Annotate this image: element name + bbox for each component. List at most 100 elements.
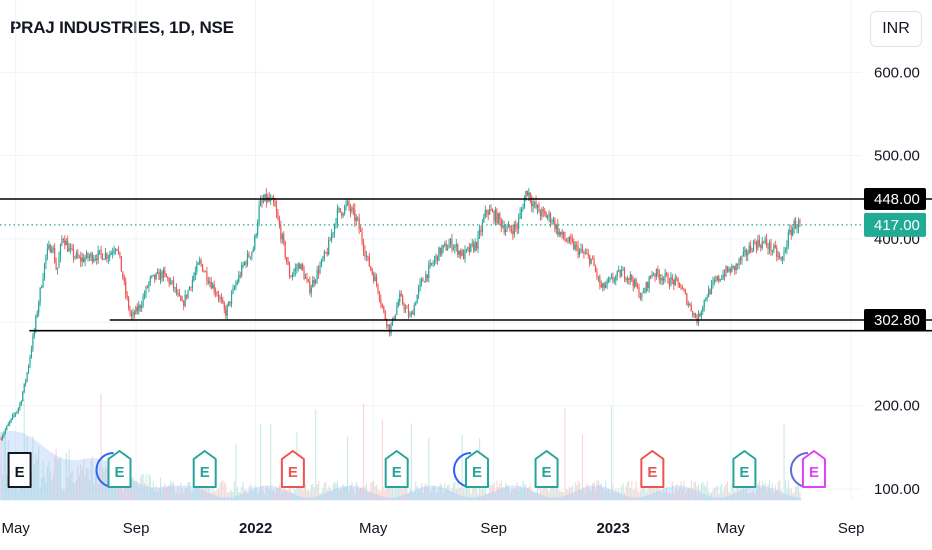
- candle-body: [655, 269, 657, 277]
- volume-bar: [497, 486, 499, 500]
- candle-body: [506, 227, 508, 230]
- volume-bar: [309, 491, 311, 500]
- volume-bar: [386, 483, 388, 500]
- volume-bar: [3, 441, 5, 500]
- candle-body: [352, 208, 354, 210]
- volume-bar: [467, 488, 469, 500]
- candle-body: [487, 211, 489, 215]
- volume-bar: [699, 489, 701, 500]
- candle-body: [159, 271, 162, 280]
- candle-body: [732, 265, 734, 267]
- candle-body: [699, 313, 701, 317]
- price-axis[interactable]: 100.00200.00400.00500.00600.00448.00302.…: [864, 64, 926, 498]
- candle-body: [126, 294, 128, 298]
- candle-body: [13, 414, 15, 416]
- volume-bar: [526, 487, 528, 500]
- candle-body: [496, 210, 498, 224]
- candle-body: [261, 200, 263, 202]
- candle-body: [61, 239, 63, 245]
- candle-body: [29, 356, 31, 366]
- candle-body: [41, 286, 43, 288]
- volume-bar: [671, 481, 673, 500]
- candle-body: [658, 274, 660, 280]
- candle-body: [219, 297, 221, 299]
- volume-bar: [91, 456, 93, 500]
- candle-body: [245, 262, 247, 265]
- volume-bar: [693, 482, 695, 500]
- candle-body: [602, 283, 604, 288]
- candle-body: [33, 330, 35, 336]
- volume-bar: [722, 490, 724, 500]
- candle-body: [674, 277, 676, 286]
- volume-bar: [260, 424, 262, 500]
- candle-body: [564, 237, 566, 240]
- volume-bar: [764, 482, 766, 500]
- candle-body: [249, 256, 251, 258]
- candle-body: [51, 249, 53, 253]
- volume-bar: [399, 485, 401, 500]
- time-axis[interactable]: May Sep 2022 May Sep 2023 May Sep: [2, 520, 865, 537]
- candle-body: [174, 287, 176, 289]
- volume-bar: [373, 480, 375, 500]
- candle-body: [415, 303, 417, 305]
- volume-bar: [331, 491, 333, 500]
- candle-body: [342, 214, 344, 216]
- candle-body: [203, 271, 205, 273]
- volume-bar: [438, 486, 440, 500]
- volume-bar: [252, 490, 254, 500]
- candle-body: [709, 289, 711, 294]
- volume-bar: [305, 484, 307, 500]
- chart-title: PRAJ INDUSTRIES, 1D, NSE: [10, 18, 234, 37]
- volume-bar: [519, 486, 521, 500]
- volume-bar: [548, 492, 550, 500]
- volume-bar: [78, 475, 80, 500]
- candle-body: [386, 319, 388, 327]
- volume-bar: [13, 483, 15, 500]
- volume-bar: [199, 482, 201, 500]
- volume-bar: [351, 481, 353, 500]
- volume-bar: [787, 480, 789, 500]
- candle-body: [141, 305, 143, 309]
- volume-bar: [435, 492, 437, 500]
- candle-body: [618, 270, 620, 272]
- candle-body: [384, 311, 386, 320]
- candle-body: [584, 253, 586, 255]
- candle-body: [610, 276, 613, 278]
- volume-bar: [367, 491, 369, 500]
- candle-body: [1, 436, 4, 440]
- volume-bar: [529, 484, 531, 500]
- candle-body: [645, 282, 647, 292]
- volume-bar: [642, 487, 644, 500]
- candle-body: [288, 264, 291, 277]
- earnings-marker-icon: [801, 450, 826, 488]
- volume-bar: [145, 474, 147, 500]
- candle-body: [122, 271, 124, 279]
- candle-body: [742, 251, 744, 256]
- volume-bar: [561, 491, 563, 500]
- candle-body: [684, 290, 686, 294]
- candle-body: [380, 299, 382, 304]
- volume-bar: [293, 483, 295, 500]
- horizontal-levels[interactable]: [0, 198, 932, 332]
- candle-body: [236, 281, 238, 285]
- volume-bar: [242, 481, 244, 500]
- volume-bar: [187, 481, 189, 500]
- currency-button[interactable]: INR: [870, 11, 922, 47]
- volume-bar: [71, 470, 73, 500]
- candle-body: [419, 281, 421, 288]
- volume-bar: [181, 489, 183, 500]
- volume-bar: [120, 483, 122, 500]
- volume-bar: [322, 487, 324, 500]
- candle-body: [426, 274, 428, 278]
- candle-body: [767, 245, 769, 250]
- volume-bar: [384, 490, 386, 500]
- volume-bar: [458, 488, 460, 500]
- candle-body: [555, 224, 557, 230]
- volume-bar: [264, 493, 266, 500]
- candle-body: [603, 283, 605, 288]
- candle-body: [368, 256, 370, 267]
- volume-bar: [245, 489, 247, 500]
- candle-body: [526, 190, 528, 196]
